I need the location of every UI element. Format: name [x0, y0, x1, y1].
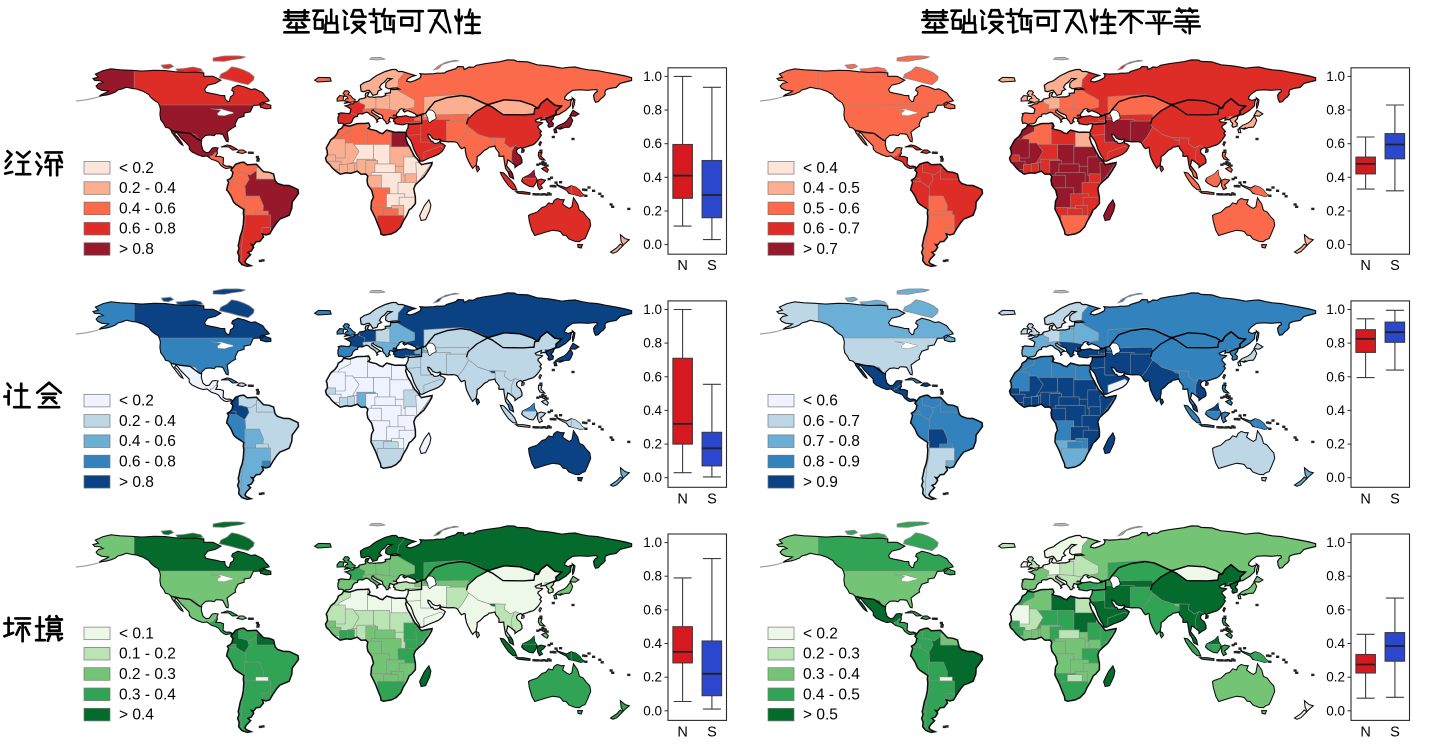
svg-text:0.6: 0.6 [1326, 602, 1345, 617]
svg-text:0.2 - 0.4: 0.2 - 0.4 [119, 180, 176, 197]
svg-text:0.8: 0.8 [1326, 569, 1345, 584]
svg-text:0.2: 0.2 [643, 437, 662, 452]
svg-text:0.4: 0.4 [1326, 403, 1345, 418]
svg-text:0.0: 0.0 [1326, 470, 1345, 485]
svg-text:S: S [707, 258, 717, 274]
svg-text:0.0: 0.0 [643, 237, 662, 252]
svg-text:N: N [1360, 258, 1370, 274]
svg-text:0.4: 0.4 [1326, 636, 1345, 651]
svg-text:1.0: 1.0 [643, 535, 662, 550]
svg-text:< 0.6: < 0.6 [803, 393, 838, 410]
svg-text:0.6: 0.6 [1326, 369, 1345, 384]
svg-text:1.0: 1.0 [1326, 69, 1345, 84]
svg-text:S: S [707, 491, 717, 507]
svg-text:0.0: 0.0 [1326, 237, 1345, 252]
svg-text:1.0: 1.0 [1326, 302, 1345, 317]
svg-text:0.2 - 0.3: 0.2 - 0.3 [119, 666, 176, 683]
svg-text:0.2: 0.2 [643, 204, 662, 219]
svg-text:0.8 - 0.9: 0.8 - 0.9 [803, 454, 860, 471]
svg-text:> 0.9: > 0.9 [803, 474, 838, 491]
svg-text:N: N [1360, 491, 1370, 507]
svg-text:0.4 - 0.6: 0.4 - 0.6 [119, 200, 176, 217]
svg-text:0.4: 0.4 [643, 403, 662, 418]
svg-text:< 0.4: < 0.4 [803, 160, 838, 177]
svg-text:0.6 - 0.7: 0.6 - 0.7 [803, 221, 860, 238]
svg-text:0.4 - 0.5: 0.4 - 0.5 [803, 686, 860, 703]
svg-text:N: N [677, 724, 687, 740]
svg-text:0.6: 0.6 [643, 136, 662, 151]
svg-text:0.2 - 0.4: 0.2 - 0.4 [119, 413, 176, 430]
svg-text:< 0.2: < 0.2 [119, 393, 154, 410]
svg-text:0.4: 0.4 [643, 636, 662, 651]
svg-text:> 0.4: > 0.4 [119, 707, 154, 724]
svg-text:N: N [677, 258, 687, 274]
svg-text:0.8: 0.8 [1326, 336, 1345, 351]
svg-text:0.2: 0.2 [643, 670, 662, 685]
svg-text:< 0.1: < 0.1 [119, 625, 154, 642]
svg-text:S: S [1390, 258, 1400, 274]
svg-text:0.8: 0.8 [643, 336, 662, 351]
svg-text:0.6: 0.6 [643, 602, 662, 617]
svg-text:< 0.2: < 0.2 [803, 625, 838, 642]
svg-text:1.0: 1.0 [643, 302, 662, 317]
svg-text:0.6 - 0.8: 0.6 - 0.8 [119, 454, 176, 471]
svg-text:0.7 - 0.8: 0.7 - 0.8 [803, 433, 860, 450]
svg-text:S: S [1390, 724, 1400, 740]
svg-text:0.6: 0.6 [1326, 136, 1345, 151]
svg-text:0.6: 0.6 [643, 369, 662, 384]
svg-text:> 0.5: > 0.5 [803, 707, 838, 724]
svg-text:0.3 - 0.4: 0.3 - 0.4 [803, 666, 860, 683]
svg-text:0.2 - 0.3: 0.2 - 0.3 [803, 646, 860, 663]
svg-text:0.0: 0.0 [643, 703, 662, 718]
svg-text:0.3 - 0.4: 0.3 - 0.4 [119, 686, 176, 703]
svg-text:0.2: 0.2 [1326, 670, 1345, 685]
svg-text:1.0: 1.0 [643, 69, 662, 84]
svg-text:N: N [1360, 724, 1370, 740]
svg-text:N: N [677, 491, 687, 507]
svg-text:0.8: 0.8 [643, 569, 662, 584]
svg-text:S: S [707, 724, 717, 740]
svg-text:0.4 - 0.6: 0.4 - 0.6 [119, 433, 176, 450]
svg-text:S: S [1390, 491, 1400, 507]
svg-text:0.4: 0.4 [643, 170, 662, 185]
svg-text:0.2: 0.2 [1326, 437, 1345, 452]
svg-text:0.4 - 0.5: 0.4 - 0.5 [803, 180, 860, 197]
svg-text:> 0.8: > 0.8 [119, 474, 154, 491]
svg-text:0.6 - 0.7: 0.6 - 0.7 [803, 413, 860, 430]
svg-text:0.8: 0.8 [643, 103, 662, 118]
svg-text:0.0: 0.0 [1326, 703, 1345, 718]
svg-text:1.0: 1.0 [1326, 535, 1345, 550]
svg-text:0.1 - 0.2: 0.1 - 0.2 [119, 646, 176, 663]
svg-text:< 0.2: < 0.2 [119, 160, 154, 177]
svg-text:0.8: 0.8 [1326, 103, 1345, 118]
svg-text:0.2: 0.2 [1326, 204, 1345, 219]
svg-text:> 0.7: > 0.7 [803, 241, 838, 258]
svg-text:> 0.8: > 0.8 [119, 241, 154, 258]
svg-text:0.4: 0.4 [1326, 170, 1345, 185]
svg-text:0.6 - 0.8: 0.6 - 0.8 [119, 221, 176, 238]
svg-text:0.5 - 0.6: 0.5 - 0.6 [803, 200, 860, 217]
svg-text:0.0: 0.0 [643, 470, 662, 485]
